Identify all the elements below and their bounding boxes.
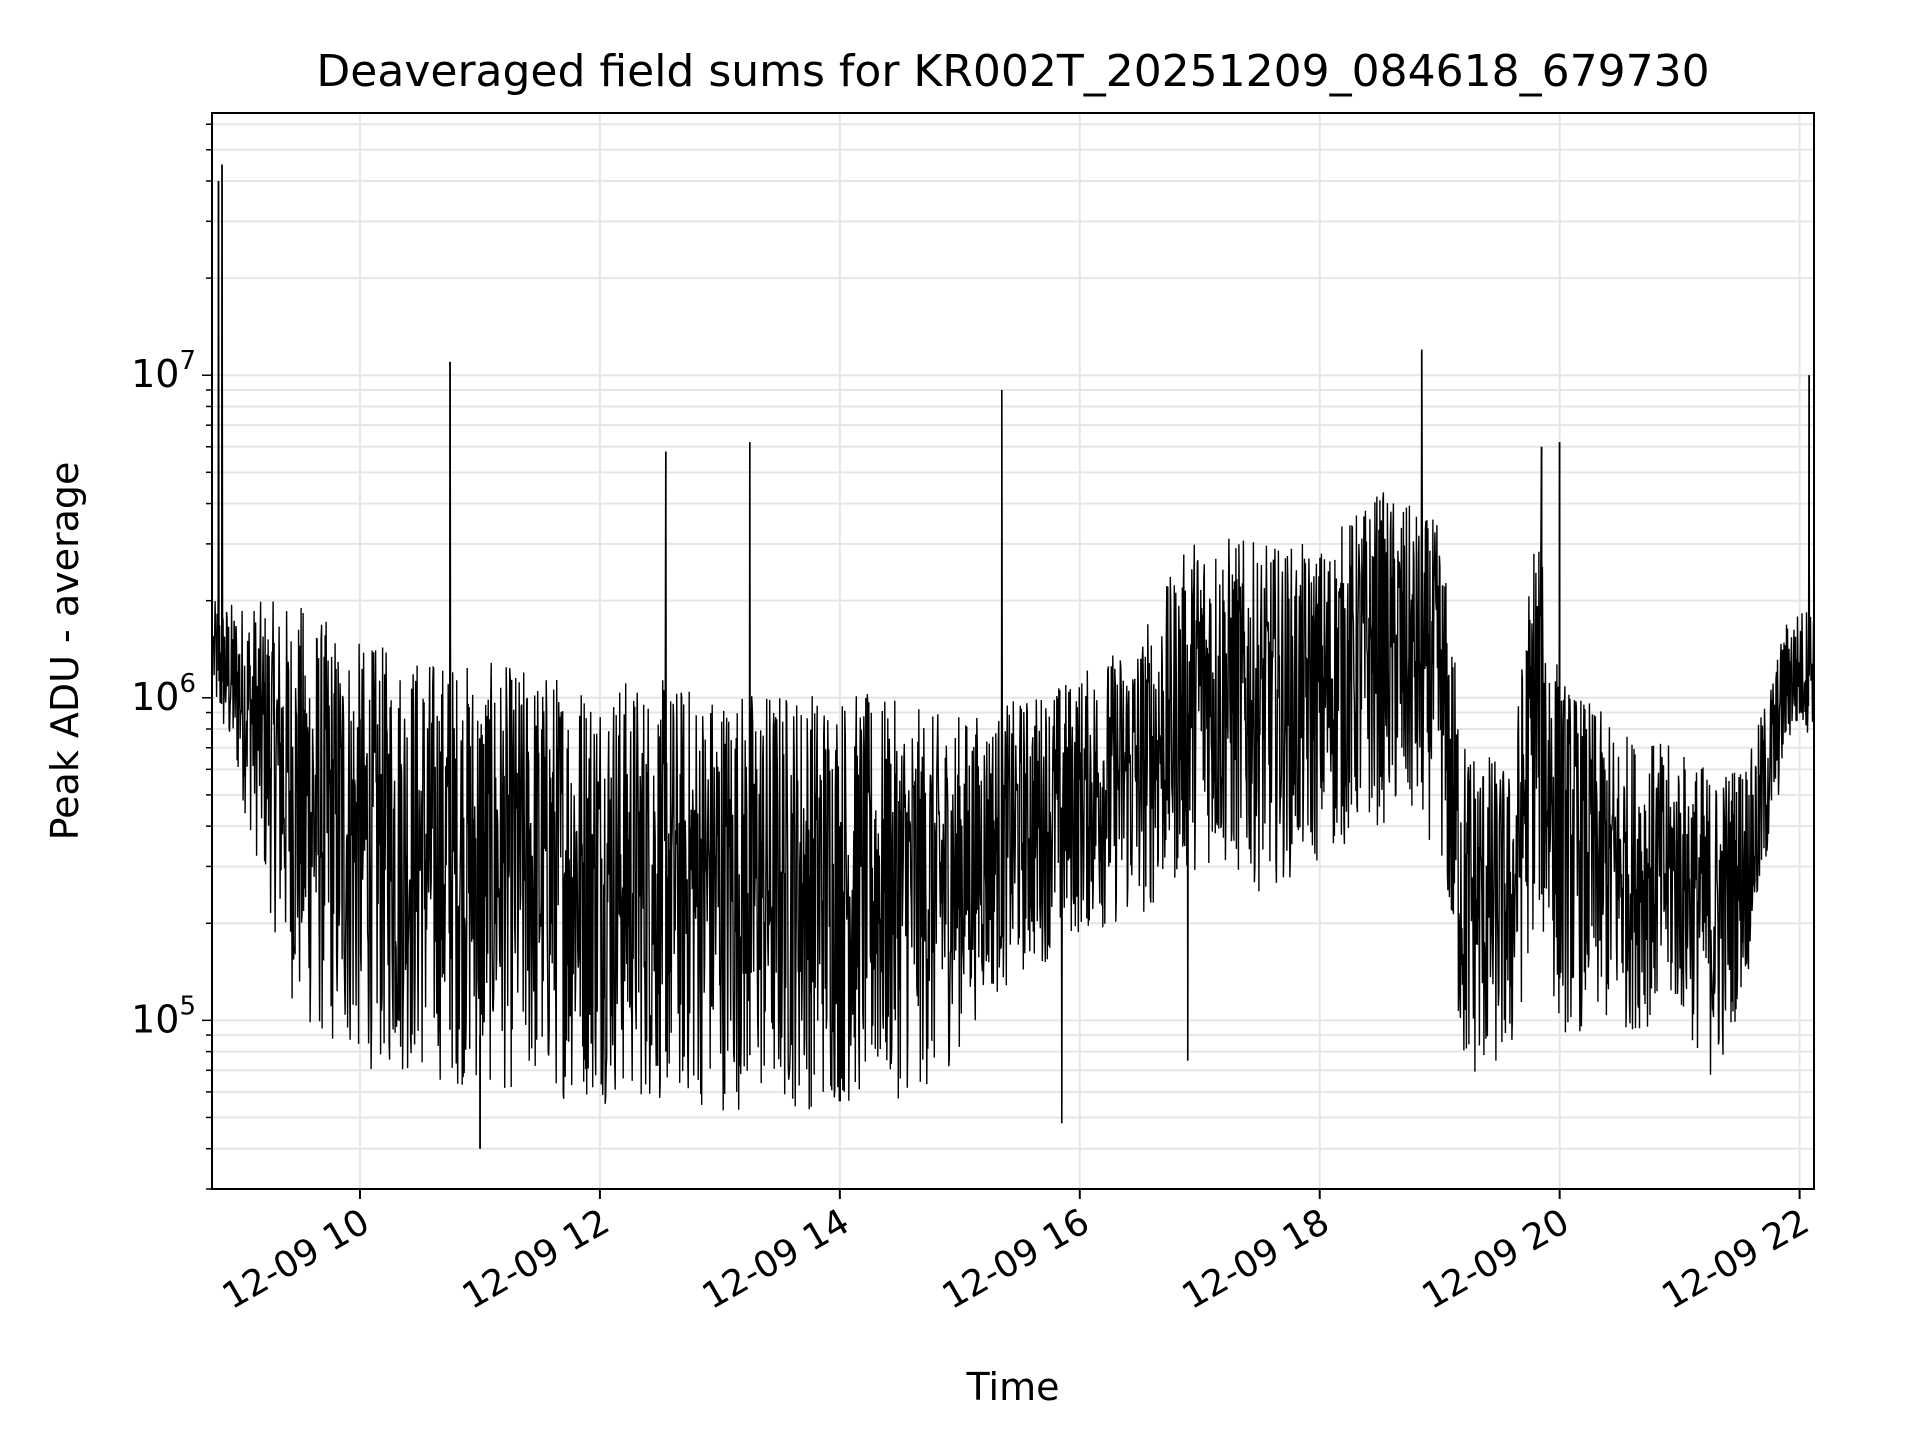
y-tick-label: 105 xyxy=(131,991,196,1041)
y-tick-label: 106 xyxy=(131,669,196,719)
y-tick-label: 107 xyxy=(131,346,196,396)
series-line xyxy=(212,164,1814,1149)
plot-frame xyxy=(211,112,1815,1190)
x-axis-label: Time xyxy=(966,1365,1060,1409)
chart-title: Deaveraged field sums for KR002T_2025120… xyxy=(316,46,1709,97)
series-layer xyxy=(212,164,1814,1149)
y-axis: 105 106 107 xyxy=(131,123,212,1190)
y-axis-label: Peak ADU - average xyxy=(43,462,87,841)
